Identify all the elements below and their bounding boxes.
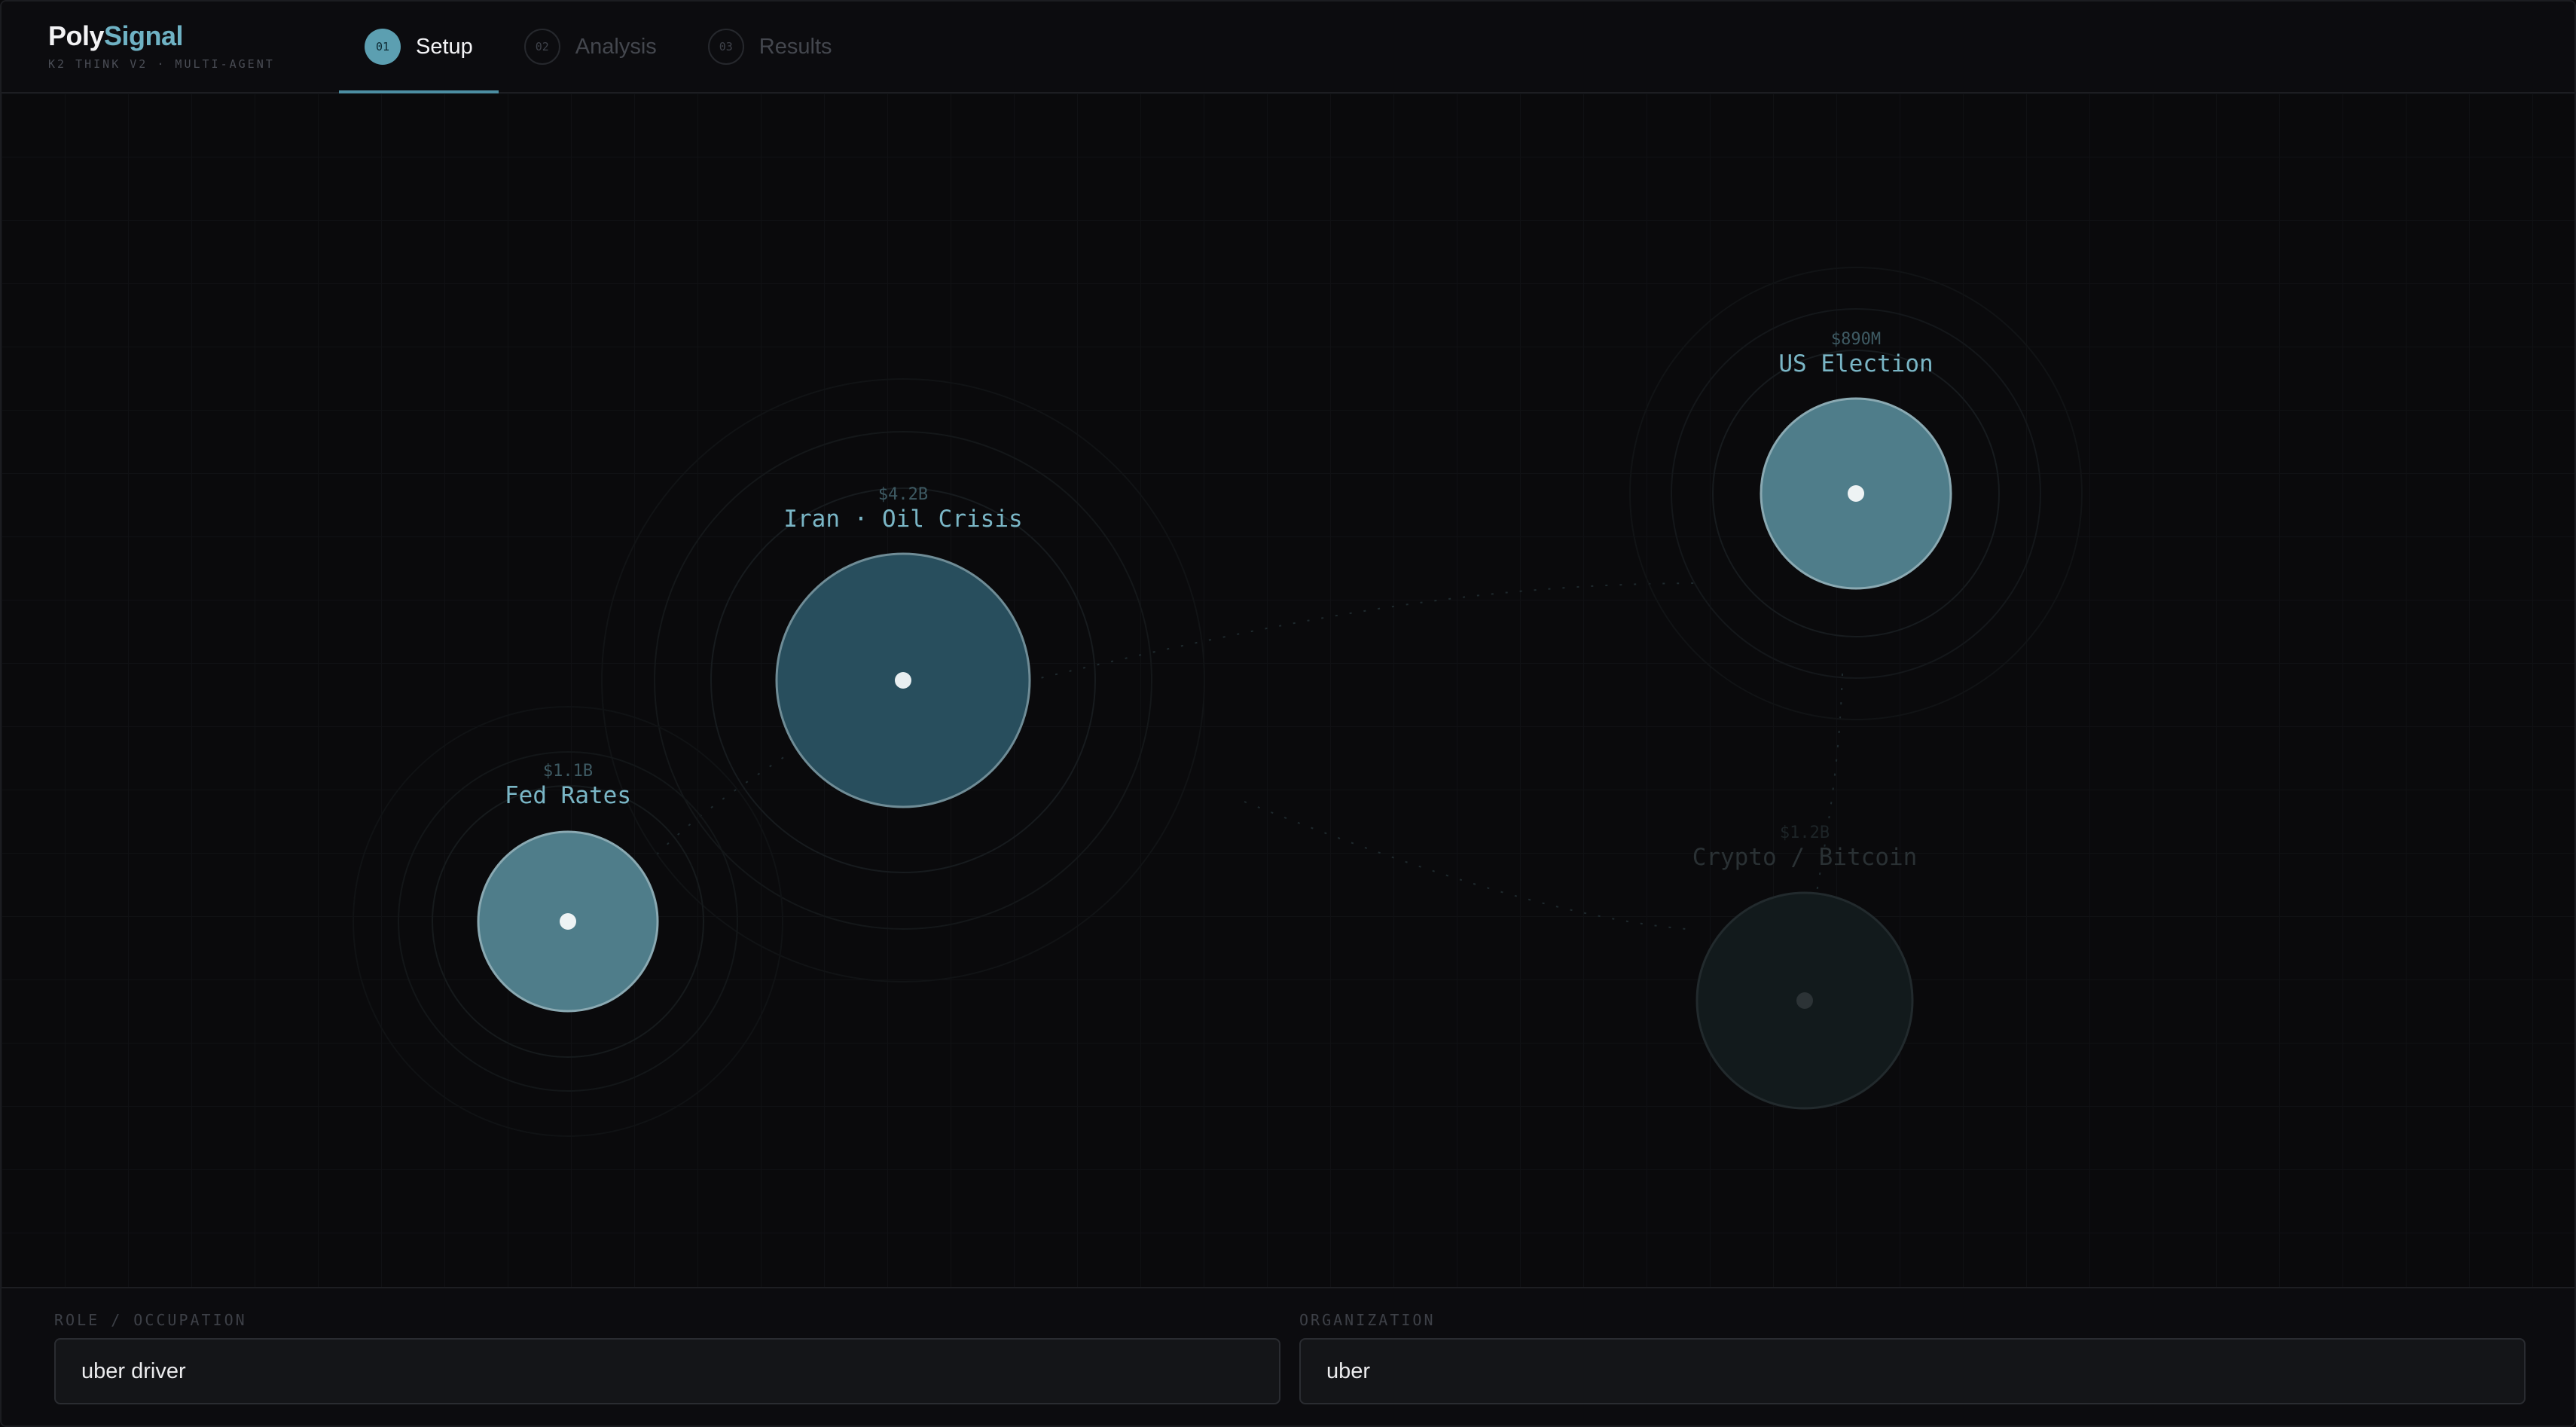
role-input[interactable]: uber driver	[54, 1338, 1280, 1404]
tab-results-label: Results	[758, 34, 832, 59]
brand-logo-part1: Poly	[48, 20, 105, 51]
top-bar: PolySignal K2 THINK V2 · MULTI-AGENT 01 …	[2, 2, 2574, 93]
market-volume: $1.2B	[1779, 824, 1830, 842]
node-us-election[interactable]	[1629, 267, 2083, 720]
label-us-election: $890M US Election	[1778, 330, 1933, 377]
grid-background	[2, 93, 2574, 1287]
tab-setup-number: 01	[365, 29, 401, 65]
label-fed-rates: $1.1B Fed Rates	[505, 762, 631, 809]
link-election-crypto	[1816, 673, 1843, 893]
brand-logo-part2: Signal	[104, 20, 184, 51]
organization-input[interactable]: uber	[1299, 1338, 2526, 1404]
center-dot	[1796, 992, 1813, 1009]
market-name: Crypto / Bitcoin	[1692, 844, 1918, 871]
tab-analysis[interactable]: 02 Analysis	[499, 2, 682, 92]
market-graph	[2, 93, 2574, 1287]
tab-setup[interactable]: 01 Setup	[339, 2, 499, 93]
tab-analysis-number: 02	[523, 29, 560, 65]
label-crypto-bitcoin: $1.2B Crypto / Bitcoin	[1692, 824, 1918, 871]
center-dot	[895, 672, 911, 689]
market-name: Iran · Oil Crisis	[783, 506, 1023, 533]
center-dot	[1848, 485, 1864, 502]
node-fed-rates[interactable]	[353, 706, 783, 1137]
step-tabs: 01 Setup 02 Analysis 03 Results	[339, 2, 858, 93]
market-volume: $1.1B	[542, 762, 594, 781]
role-field: ROLE / OCCUPATION uber driver	[54, 1311, 1280, 1404]
tab-analysis-label: Analysis	[575, 34, 657, 59]
center-dot	[560, 913, 576, 930]
brand: PolySignal K2 THINK V2 · MULTI-AGENT	[48, 21, 275, 72]
market-name: US Election	[1778, 350, 1934, 377]
label-iran-oil: $4.2B Iran · Oil Crisis	[783, 485, 1022, 533]
tab-setup-label: Setup	[416, 34, 473, 59]
role-label: ROLE / OCCUPATION	[54, 1311, 247, 1329]
organization-field: ORGANIZATION uber	[1299, 1311, 2526, 1404]
node-crypto-bitcoin[interactable]	[1695, 891, 1914, 1110]
tab-results[interactable]: 03 Results	[682, 2, 858, 92]
tab-results-number: 03	[707, 29, 744, 65]
organization-label: ORGANIZATION	[1299, 1311, 1436, 1329]
profile-form: ROLE / OCCUPATION uber driver ORGANIZATI…	[2, 1287, 2574, 1425]
market-volume: $890M	[1830, 330, 1882, 349]
connection-lines	[656, 582, 1843, 930]
market-name: Fed Rates	[505, 782, 631, 809]
brand-subtitle: K2 THINK V2 · MULTI-AGENT	[48, 57, 275, 71]
brand-logo: PolySignal	[48, 21, 275, 51]
market-graph-canvas: $4.2B Iran · Oil Crisis $890M US Electio…	[2, 93, 2574, 1287]
market-volume: $4.2B	[877, 485, 929, 504]
node-iran-oil[interactable]	[601, 378, 1205, 982]
